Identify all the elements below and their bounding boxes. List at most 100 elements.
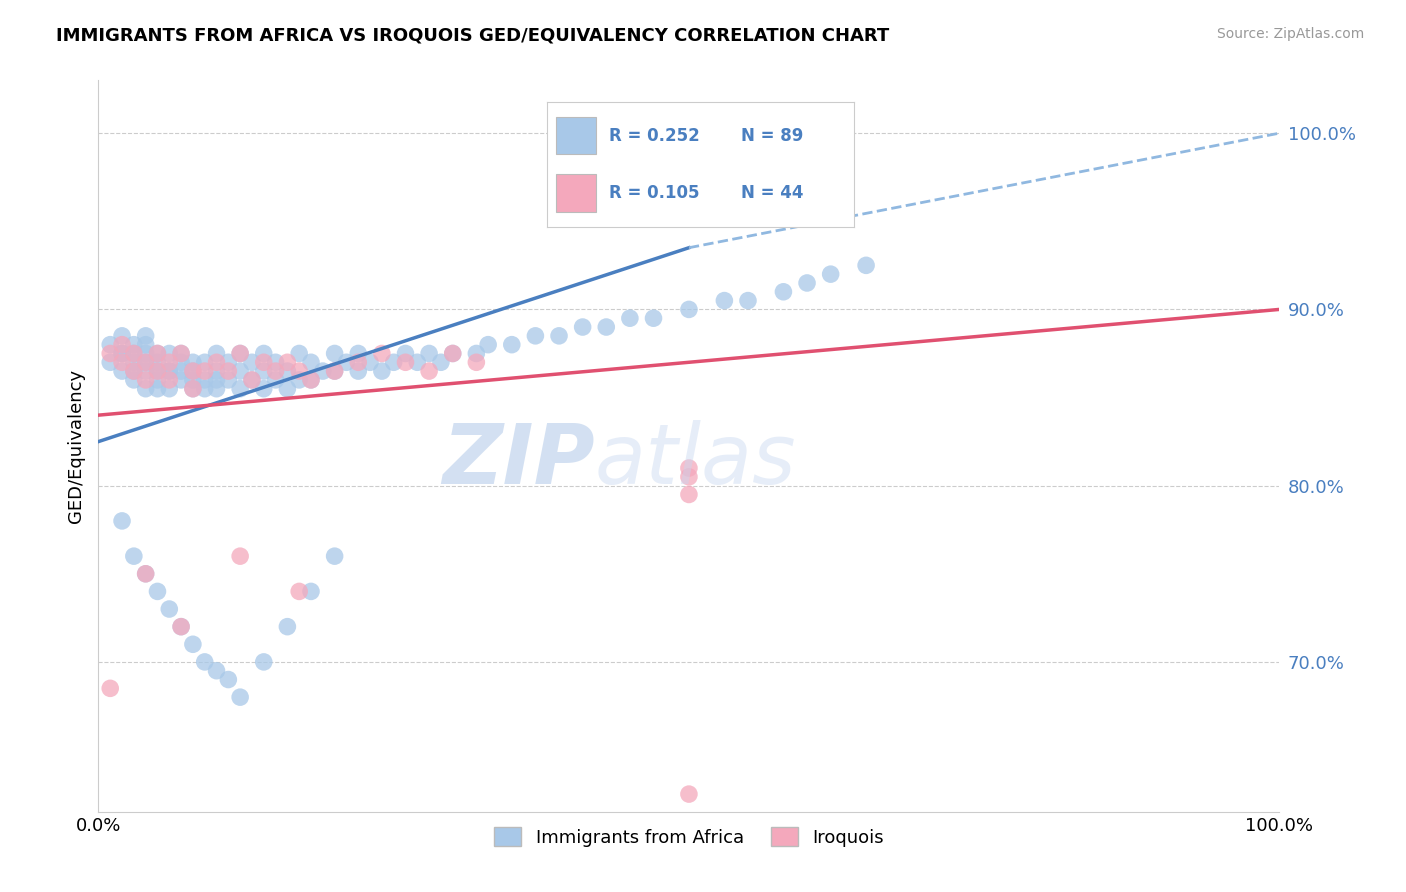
Point <box>501 337 523 351</box>
Point <box>264 364 287 378</box>
Point <box>299 355 322 369</box>
Point <box>347 355 370 369</box>
Point <box>194 364 217 378</box>
Point <box>111 355 134 369</box>
Point <box>619 311 641 326</box>
Point <box>146 355 169 369</box>
Point <box>146 364 169 378</box>
Text: atlas: atlas <box>595 420 796 501</box>
Point <box>371 364 394 378</box>
Point <box>430 355 453 369</box>
Point <box>181 637 204 651</box>
Point <box>240 355 263 369</box>
Point <box>135 566 157 581</box>
Point <box>465 355 488 369</box>
Legend: Immigrants from Africa, Iroquois: Immigrants from Africa, Iroquois <box>486 820 891 854</box>
Point <box>135 355 157 369</box>
Point <box>323 346 346 360</box>
Point <box>276 382 298 396</box>
Point <box>276 355 298 369</box>
Point <box>229 382 252 396</box>
Point <box>820 267 842 281</box>
Point <box>253 655 276 669</box>
Point <box>111 346 134 360</box>
Point <box>135 329 157 343</box>
Point <box>595 320 617 334</box>
Point <box>205 364 228 378</box>
Point <box>157 382 180 396</box>
Point <box>323 364 346 378</box>
Point <box>394 355 416 369</box>
Point <box>111 364 134 378</box>
Point <box>157 373 180 387</box>
Point <box>122 373 145 387</box>
Point <box>170 346 193 360</box>
Point <box>194 382 217 396</box>
Point <box>181 364 204 378</box>
Point <box>217 673 239 687</box>
Point <box>146 346 169 360</box>
Point <box>678 470 700 484</box>
Point <box>205 346 228 360</box>
Point <box>253 346 276 360</box>
Point <box>157 602 180 616</box>
Point <box>441 346 464 360</box>
Point <box>678 461 700 475</box>
Point <box>98 681 121 696</box>
Point <box>229 346 252 360</box>
Point <box>135 566 157 581</box>
Point <box>205 382 228 396</box>
Point <box>299 373 322 387</box>
Point <box>465 346 488 360</box>
Point <box>678 487 700 501</box>
Point <box>135 382 157 396</box>
Point <box>205 373 228 387</box>
Point <box>477 337 499 351</box>
Point <box>347 364 370 378</box>
Point <box>146 584 169 599</box>
Point <box>678 787 700 801</box>
Point <box>135 355 157 369</box>
Point <box>135 346 157 360</box>
Point <box>418 346 440 360</box>
Point <box>253 355 276 369</box>
Point <box>146 364 169 378</box>
Point <box>299 584 322 599</box>
Point <box>264 373 287 387</box>
Point <box>135 373 157 387</box>
Point <box>122 549 145 563</box>
Point <box>135 364 157 378</box>
Point <box>135 337 157 351</box>
Point <box>253 364 276 378</box>
Point <box>288 373 311 387</box>
Point <box>146 373 169 387</box>
Point <box>181 382 204 396</box>
Point <box>205 664 228 678</box>
Point <box>240 373 263 387</box>
Point <box>98 346 121 360</box>
Point <box>323 549 346 563</box>
Point <box>194 355 217 369</box>
Point <box>253 382 276 396</box>
Point <box>382 355 405 369</box>
Point <box>796 276 818 290</box>
Point <box>371 346 394 360</box>
Point <box>111 514 134 528</box>
Point <box>181 373 204 387</box>
Point <box>157 346 180 360</box>
Point <box>157 355 180 369</box>
Point <box>217 355 239 369</box>
Point <box>122 346 145 360</box>
Point <box>205 355 228 369</box>
Point <box>299 373 322 387</box>
Point <box>98 337 121 351</box>
Point <box>772 285 794 299</box>
Point <box>229 346 252 360</box>
Point <box>111 329 134 343</box>
Point <box>359 355 381 369</box>
Point <box>181 355 204 369</box>
Point <box>122 355 145 369</box>
Point <box>240 373 263 387</box>
Point <box>170 373 193 387</box>
Point <box>229 549 252 563</box>
